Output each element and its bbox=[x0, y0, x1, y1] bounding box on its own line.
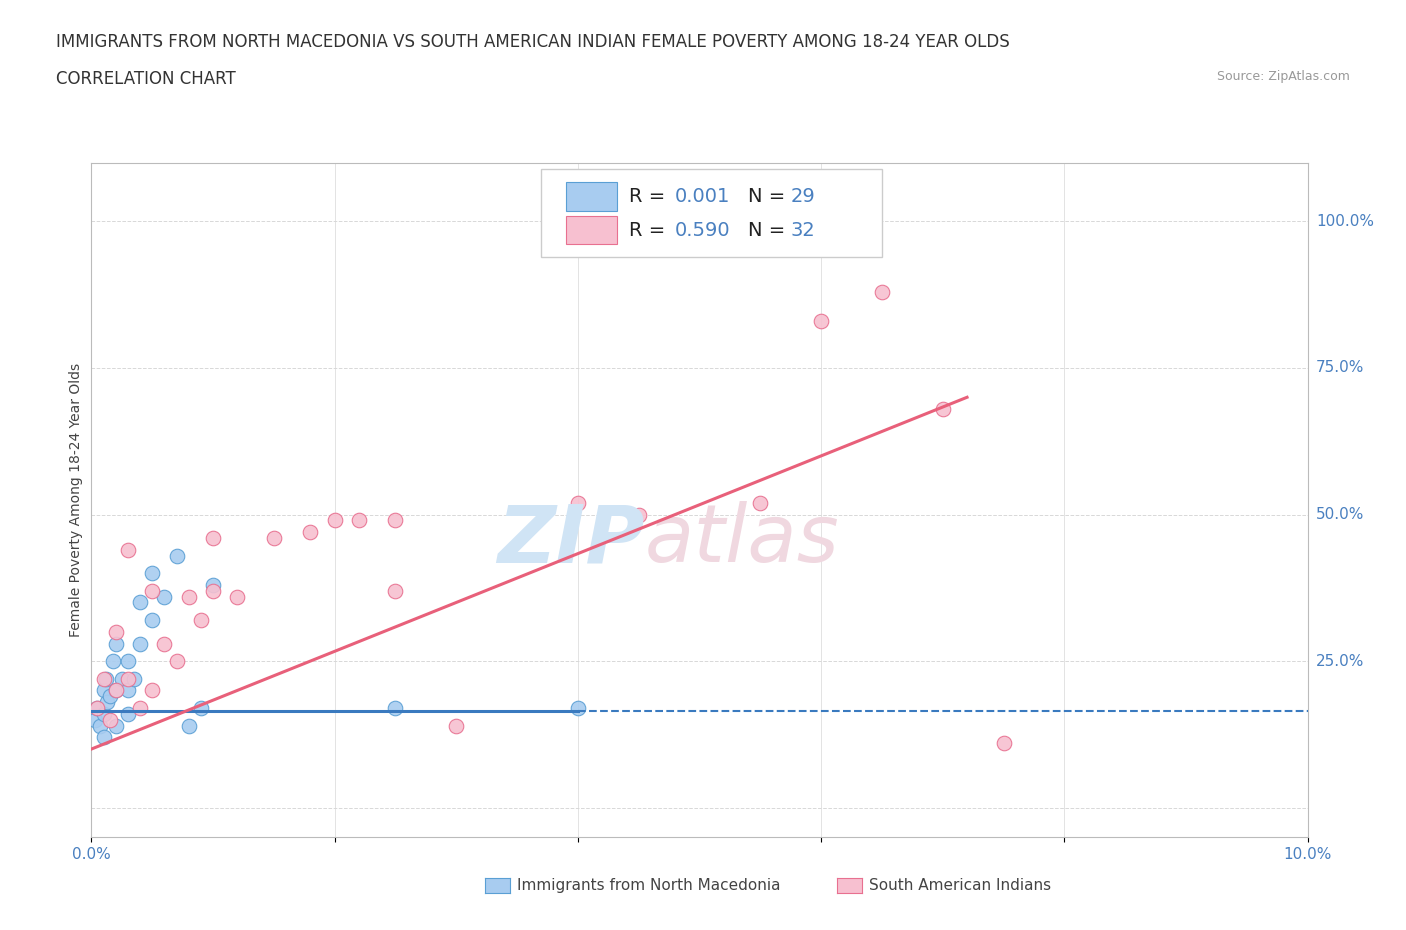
Text: 100.0%: 100.0% bbox=[1316, 214, 1374, 229]
Point bbox=[166, 548, 188, 563]
Point bbox=[93, 730, 115, 745]
Point bbox=[384, 513, 406, 528]
Point bbox=[384, 700, 406, 715]
Point bbox=[190, 700, 212, 715]
Point bbox=[166, 654, 188, 669]
Point bbox=[202, 583, 225, 598]
Text: R =: R = bbox=[628, 187, 672, 206]
Point bbox=[347, 513, 370, 528]
Point bbox=[993, 736, 1015, 751]
Text: CORRELATION CHART: CORRELATION CHART bbox=[56, 70, 236, 87]
Point bbox=[153, 636, 176, 651]
Point bbox=[103, 654, 125, 669]
Point bbox=[93, 707, 115, 722]
Point bbox=[177, 590, 200, 604]
Point bbox=[226, 590, 249, 604]
Point bbox=[117, 654, 139, 669]
Text: Source: ZipAtlas.com: Source: ZipAtlas.com bbox=[1216, 70, 1350, 83]
Point bbox=[104, 683, 127, 698]
Text: IMMIGRANTS FROM NORTH MACEDONIA VS SOUTH AMERICAN INDIAN FEMALE POVERTY AMONG 18: IMMIGRANTS FROM NORTH MACEDONIA VS SOUTH… bbox=[56, 33, 1010, 50]
Point bbox=[810, 313, 832, 328]
Point bbox=[384, 583, 406, 598]
Point bbox=[86, 700, 108, 715]
FancyBboxPatch shape bbox=[565, 182, 617, 211]
Point bbox=[98, 689, 121, 704]
Point bbox=[104, 636, 127, 651]
Point bbox=[84, 712, 107, 727]
Point bbox=[129, 700, 152, 715]
Point bbox=[177, 718, 200, 733]
Text: 50.0%: 50.0% bbox=[1316, 507, 1364, 522]
Text: atlas: atlas bbox=[645, 501, 839, 579]
Text: 32: 32 bbox=[790, 220, 815, 240]
Point bbox=[104, 718, 127, 733]
Point bbox=[86, 700, 108, 715]
Point bbox=[688, 214, 710, 229]
Point bbox=[98, 712, 121, 727]
Point bbox=[567, 496, 589, 511]
Point bbox=[263, 530, 285, 545]
Point bbox=[202, 530, 225, 545]
Point bbox=[117, 683, 139, 698]
Point bbox=[117, 671, 139, 686]
Point bbox=[141, 613, 163, 628]
Point bbox=[141, 683, 163, 698]
Point bbox=[870, 285, 893, 299]
Point bbox=[323, 513, 346, 528]
FancyBboxPatch shape bbox=[541, 169, 882, 258]
Point bbox=[567, 700, 589, 715]
Text: South American Indians: South American Indians bbox=[869, 878, 1052, 893]
Y-axis label: Female Poverty Among 18-24 Year Olds: Female Poverty Among 18-24 Year Olds bbox=[69, 363, 83, 637]
Point bbox=[104, 683, 127, 698]
Text: ZIP: ZIP bbox=[498, 501, 645, 579]
Point bbox=[153, 590, 176, 604]
Point bbox=[129, 636, 152, 651]
Text: 75.0%: 75.0% bbox=[1316, 361, 1364, 376]
FancyBboxPatch shape bbox=[565, 216, 617, 245]
Text: Immigrants from North Macedonia: Immigrants from North Macedonia bbox=[517, 878, 780, 893]
Point bbox=[627, 507, 650, 522]
Point bbox=[931, 402, 953, 417]
Text: N =: N = bbox=[748, 187, 792, 206]
Text: 29: 29 bbox=[790, 187, 815, 206]
Text: N =: N = bbox=[748, 220, 792, 240]
Text: 0.590: 0.590 bbox=[675, 220, 731, 240]
Point bbox=[94, 671, 117, 686]
Text: 25.0%: 25.0% bbox=[1316, 654, 1364, 669]
Point bbox=[129, 595, 152, 610]
Point bbox=[122, 671, 145, 686]
Point bbox=[190, 613, 212, 628]
Point bbox=[117, 707, 139, 722]
Text: R =: R = bbox=[628, 220, 672, 240]
Text: 0.001: 0.001 bbox=[675, 187, 731, 206]
Point bbox=[111, 671, 134, 686]
Point bbox=[202, 578, 225, 592]
Point bbox=[117, 542, 139, 557]
Point bbox=[93, 683, 115, 698]
Point bbox=[141, 565, 163, 580]
Point bbox=[96, 695, 118, 710]
Point bbox=[89, 718, 111, 733]
Point bbox=[299, 525, 322, 539]
Point bbox=[141, 583, 163, 598]
Point bbox=[444, 718, 467, 733]
Point bbox=[104, 624, 127, 639]
Point bbox=[749, 496, 772, 511]
Point bbox=[93, 671, 115, 686]
